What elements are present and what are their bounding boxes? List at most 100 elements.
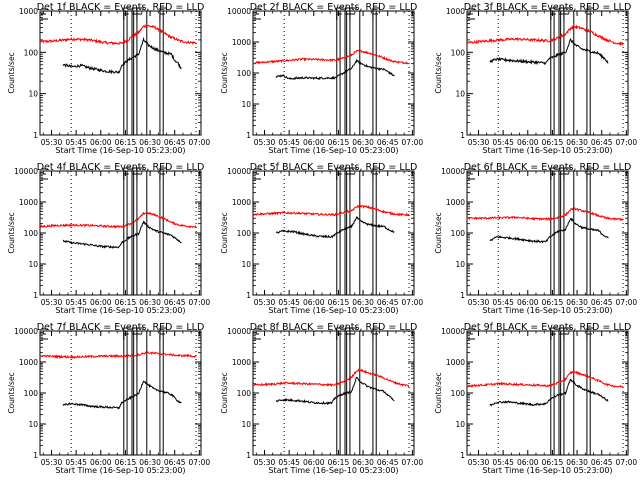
panel-title: Det 5f BLACK = Events, RED = LLD (250, 162, 418, 173)
y-axis-label: Counts/sec (220, 372, 229, 413)
y-tick-label: 10 (455, 90, 465, 99)
x-tick-label: 06:00 (517, 458, 539, 467)
y-axis-label: Counts/sec (7, 212, 16, 253)
panel-det-2: Det 2f BLACK = Events, RED = LLD Counts/s… (220, 2, 423, 155)
y-tick-label: 100 (237, 229, 252, 238)
flag-marker-E (41, 8, 48, 20)
panel-title: Det 1f BLACK = Events, RED = LLD (37, 2, 205, 13)
y-tick-label: 100 (24, 229, 39, 238)
flag-marker-E (372, 327, 380, 340)
series-lld (252, 49, 410, 65)
x-axis-label: Start Time (16-Sep-10 05:23:00) (55, 306, 185, 315)
x-tick-label: 05:30 (468, 298, 490, 307)
flag-marker-F (336, 327, 344, 340)
x-tick-label: 05:30 (468, 458, 490, 467)
flag-marker-F (136, 7, 144, 20)
flag-marker-E (254, 8, 261, 20)
flag-marker-F (563, 327, 571, 340)
y-tick-label: 1 (246, 451, 251, 460)
x-axis-label: Start Time (16-Sep-10 05:23:00) (55, 146, 185, 155)
y-tick-label: 10000 (227, 7, 251, 16)
x-tick-label: 05:30 (41, 138, 63, 147)
x-axis-label: Start Time (16-Sep-10 05:23:00) (268, 466, 398, 475)
series-lld (39, 23, 197, 46)
x-tick-label: 07:00 (616, 458, 638, 467)
flag-marker-F (123, 167, 131, 180)
y-tick-label: 100 (24, 389, 39, 398)
y-axis-label: Counts/sec (434, 212, 443, 253)
x-tick-label: 06:00 (90, 458, 112, 467)
x-tick-label: 06:15 (328, 298, 350, 307)
x-tick-label: 06:30 (139, 138, 161, 147)
x-tick-label: 05:45 (278, 458, 300, 467)
x-tick-label: 07:00 (402, 458, 424, 467)
panel-det-4: Det 4f BLACK = Events, RED = LLD Counts/s… (7, 162, 210, 315)
x-tick-label: 07:00 (616, 138, 638, 147)
y-tick-label: 100 (237, 389, 252, 398)
x-tick-label: 05:30 (41, 458, 63, 467)
flag-marker-F (563, 7, 571, 20)
x-tick-label: 06:15 (542, 138, 564, 147)
flag-marker-F (349, 167, 357, 180)
series-lld (39, 351, 197, 360)
plot-frame (39, 330, 202, 456)
x-tick-label: 05:30 (468, 138, 490, 147)
series-lld (466, 24, 624, 47)
panel-title: Det 8f BLACK = Events, RED = LLD (250, 322, 418, 333)
flag-marker-E (586, 167, 594, 180)
flag-marker-E (254, 328, 261, 340)
x-tick-label: 05:45 (65, 298, 87, 307)
series-lld (39, 211, 197, 229)
x-tick-label: 06:45 (164, 298, 186, 307)
x-tick-label: 06:30 (352, 458, 374, 467)
x-tick-label: 06:30 (139, 458, 161, 467)
y-tick-label: 10 (28, 420, 38, 429)
y-tick-label: 10000 (441, 327, 465, 336)
flag-marker-F (136, 167, 144, 180)
panel-det-7: Det 7f BLACK = Events, RED = LLD Counts/s… (7, 322, 210, 475)
x-tick-label: 07:00 (189, 298, 211, 307)
panel-det-6: Det 6f BLACK = Events, RED = LLD Counts/s… (434, 162, 637, 315)
x-tick-label: 07:00 (402, 138, 424, 147)
x-tick-label: 06:00 (517, 138, 539, 147)
y-tick-label: 1000 (19, 358, 38, 367)
flag-marker-E (41, 328, 48, 340)
y-tick-label: 1 (33, 131, 38, 140)
x-tick-label: 06:00 (303, 138, 325, 147)
flag-marker-E (41, 168, 48, 180)
x-tick-label: 07:00 (189, 138, 211, 147)
flag-marker-F (123, 327, 131, 340)
x-tick-label: 06:30 (352, 138, 374, 147)
x-tick-label: 06:00 (90, 138, 112, 147)
flag-marker-E (159, 327, 167, 340)
y-tick-label: 1 (33, 451, 38, 460)
x-tick-label: 06:15 (328, 138, 350, 147)
y-tick-label: 100 (237, 69, 252, 78)
plot-frame (39, 170, 202, 296)
y-tick-label: 1000 (446, 198, 465, 207)
x-tick-label: 06:30 (566, 298, 588, 307)
flag-marker-E (372, 167, 380, 180)
x-axis-label: Start Time (16-Sep-10 05:23:00) (482, 306, 612, 315)
x-tick-label: 06:30 (566, 458, 588, 467)
x-axis-label: Start Time (16-Sep-10 05:23:00) (55, 466, 185, 475)
panel-title: Det 2f BLACK = Events, RED = LLD (250, 2, 418, 13)
y-axis-label: Counts/sec (7, 372, 16, 413)
flag-marker-F (550, 7, 558, 20)
panel-det-5: Det 5f BLACK = Events, RED = LLD Counts/s… (220, 162, 423, 315)
x-tick-label: 06:00 (303, 458, 325, 467)
series-events (275, 215, 395, 239)
y-tick-label: 10000 (227, 167, 251, 176)
plot-frame (466, 330, 629, 456)
series-lld (466, 207, 624, 222)
flag-marker-F (336, 7, 344, 20)
x-tick-label: 05:45 (492, 458, 514, 467)
x-tick-label: 05:45 (65, 458, 87, 467)
series-lld (466, 370, 624, 388)
series-events (489, 38, 609, 66)
panel-det-3: Det 3f BLACK = Events, RED = LLD Counts/s… (434, 2, 637, 155)
y-tick-label: 1000 (232, 198, 251, 207)
flag-marker-E (586, 7, 594, 20)
y-tick-label: 1000 (19, 7, 38, 16)
